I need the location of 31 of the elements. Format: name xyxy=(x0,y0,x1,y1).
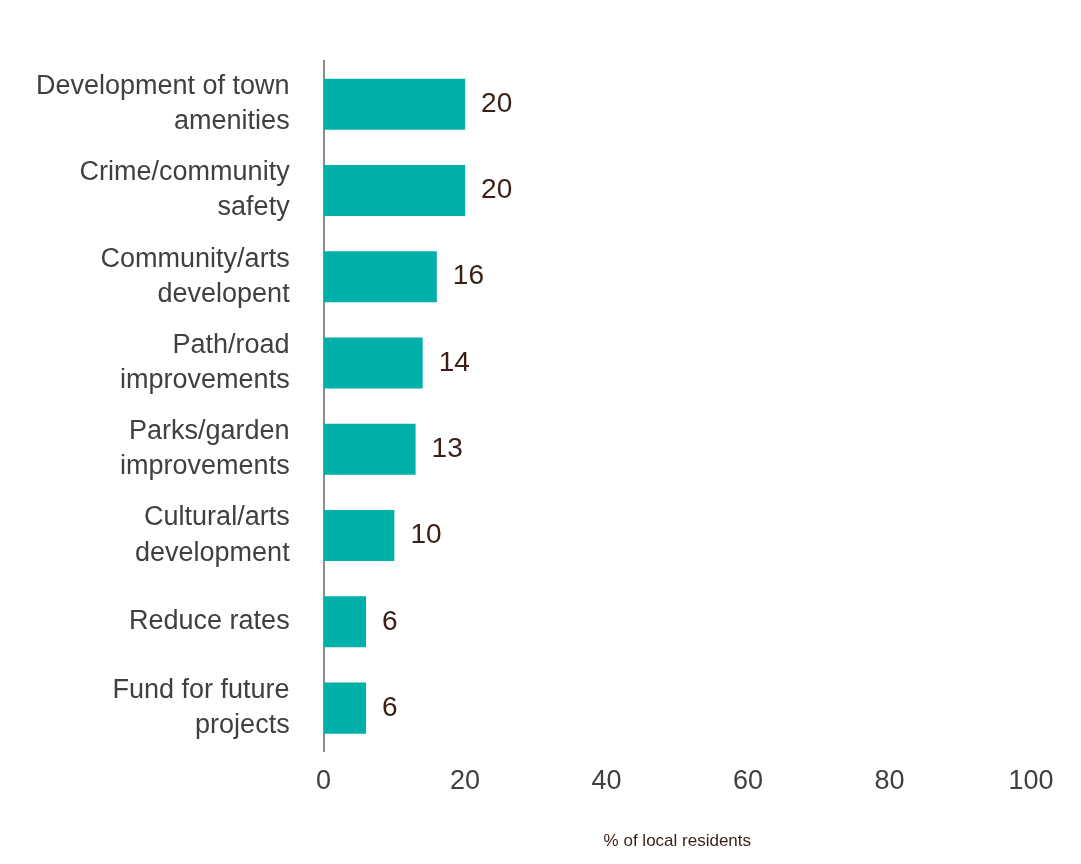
x-tick-label: 0 xyxy=(316,764,332,795)
bar xyxy=(323,423,416,475)
data-label: 14 xyxy=(438,345,470,377)
y-tick-label: Path/road improvements xyxy=(120,328,290,395)
data-label: 6 xyxy=(382,604,398,636)
y-tick-label: Parks/garden improvements xyxy=(120,415,290,481)
data-label: 13 xyxy=(431,432,463,463)
bar xyxy=(323,164,466,217)
x-axis-title: % of local residents xyxy=(603,831,752,851)
y-tick-label: Cultural/arts development xyxy=(135,501,291,567)
y-tick-label: Development of town amenities xyxy=(36,70,290,136)
data-label: 20 xyxy=(481,86,513,118)
x-tick-label: 20 xyxy=(450,764,481,795)
x-tick-label: 100 xyxy=(1008,764,1054,795)
data-label: 20 xyxy=(481,173,513,205)
bar xyxy=(323,509,395,562)
bar xyxy=(323,337,423,389)
data-label: 10 xyxy=(410,518,442,550)
data-label: 6 xyxy=(382,690,398,722)
y-tick-label: Reduce rates xyxy=(129,605,290,636)
bar xyxy=(323,251,437,303)
y-tick-label: Crime/community safety xyxy=(79,156,291,222)
bar xyxy=(323,682,367,734)
x-tick-label: 60 xyxy=(733,764,764,795)
y-tick-label: Community/arts developent xyxy=(100,242,291,308)
x-tick-label: 40 xyxy=(591,764,622,795)
bar xyxy=(323,596,367,648)
y-tick-label: Fund for future projects xyxy=(112,673,290,740)
data-label: 16 xyxy=(452,259,484,291)
x-tick-label: 80 xyxy=(874,764,905,795)
bar xyxy=(323,78,466,130)
